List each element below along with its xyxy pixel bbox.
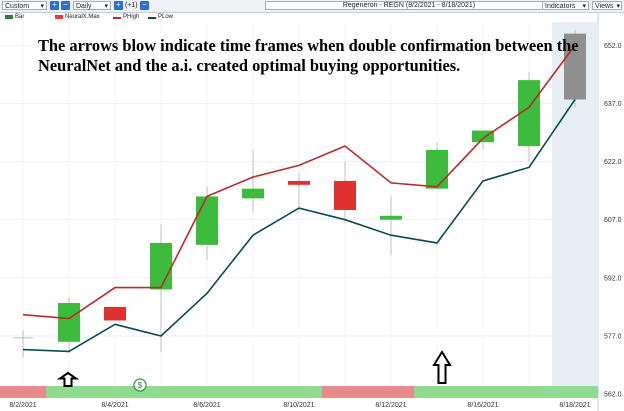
candle-body[interactable]: [150, 242, 172, 290]
prediction-lines: [22, 44, 576, 353]
minus-icon: −: [63, 0, 68, 9]
y-tick-label: 607.0: [604, 217, 622, 224]
chevron-down-icon: ▾: [582, 3, 586, 10]
chevron-down-icon: ▾: [616, 3, 620, 10]
buy-arrows: [56, 350, 452, 387]
y-tick-label: 577.0: [604, 333, 622, 340]
x-axis: 8/2/2021 8/4/2021 8/6/2021 8/10/2021 8/12/20…: [9, 402, 590, 409]
x-tick-label: 8/12/2021: [375, 402, 406, 409]
signal-band-segment: [46, 386, 92, 398]
annotation-text: The arrows blow indicate time frames whe…: [38, 36, 579, 75]
legend-swatch-bar: [5, 15, 13, 19]
y-axis: 562.0 577.0 592.0 607.0 622.0 637.0 652.0: [604, 43, 622, 399]
candle-body[interactable]: [104, 306, 126, 321]
legend-swatch-neuralx: [55, 15, 63, 19]
y-tick-label: 652.0: [604, 43, 622, 50]
chevron-down-icon: ▾: [40, 3, 44, 10]
toolbar: Custom ▾ + − Daily ▾ + (+1) − Regeneron …: [0, 0, 624, 13]
views-label: Views: [595, 3, 614, 10]
y-tick-label: 592.0: [604, 275, 622, 282]
indicators-menu[interactable]: Indicators ▾: [542, 1, 589, 10]
candle-body[interactable]: [426, 149, 448, 189]
x-tick-label: 8/6/2021: [193, 402, 220, 409]
preset-value: Custom: [5, 3, 30, 10]
legend-item-plow[interactable]: PLow: [158, 14, 174, 20]
offset-plus-button[interactable]: +: [114, 1, 123, 10]
signal-band-segment: [460, 386, 506, 398]
legend-swatch-plow: [148, 17, 156, 19]
signal-band-segment: [506, 386, 552, 398]
candle-body[interactable]: [288, 180, 310, 185]
candle-body[interactable]: [472, 130, 494, 143]
dollar-signal-icon[interactable]: $: [133, 378, 147, 392]
candle-body[interactable]: [242, 188, 264, 199]
zoom-out-button[interactable]: −: [61, 1, 70, 10]
signal-band: $: [0, 378, 598, 398]
buy-arrow-icon: [56, 371, 80, 387]
chevron-down-icon: ▾: [104, 3, 108, 10]
signal-band-segment: [368, 386, 414, 398]
x-tick-label: 8/4/2021: [101, 402, 128, 409]
legend: Bar NeuralX.Max PHigh PLow: [0, 12, 540, 22]
signal-band-segment: [138, 386, 184, 398]
plus-icon: +: [116, 0, 121, 9]
interval-select[interactable]: Daily ▾: [73, 1, 111, 10]
candle-body[interactable]: [58, 303, 80, 342]
signal-band-segment: [0, 386, 46, 398]
x-tick-label: 8/2/2021: [9, 402, 36, 409]
candle-body[interactable]: [564, 33, 586, 100]
signal-band-segment: [414, 386, 460, 398]
signal-band-segment: [184, 386, 230, 398]
candle-body[interactable]: [334, 180, 356, 210]
offset-minus-button[interactable]: −: [140, 1, 149, 10]
chart-title[interactable]: Regeneron - REGN (8/2/2021 - 8/18/2021): [265, 1, 553, 10]
views-menu[interactable]: Views ▾: [592, 1, 622, 10]
y-tick-label: 637.0: [604, 101, 622, 108]
interval-value: Daily: [76, 3, 92, 10]
chart-title-text: Regeneron - REGN (8/2/2021 - 8/18/2021): [342, 2, 476, 9]
legend-item-phigh[interactable]: PHigh: [123, 14, 140, 20]
legend-swatch-phigh: [113, 17, 121, 19]
candles: [13, 29, 586, 358]
offset-label: (+1): [125, 2, 138, 9]
series-line-plow: [22, 99, 576, 353]
minus-icon: −: [142, 0, 147, 9]
x-tick-label: 8/10/2021: [283, 402, 314, 409]
x-tick-label: 8/16/2021: [467, 402, 498, 409]
buy-arrow-icon: [432, 350, 452, 384]
legend-item-bar[interactable]: Bar: [15, 14, 25, 20]
series-line-phigh: [22, 44, 576, 320]
zoom-in-button[interactable]: +: [50, 1, 59, 10]
candle-body[interactable]: [518, 80, 540, 147]
signal-band-segment: [230, 386, 276, 398]
dollar-signal-circle: [133, 378, 147, 392]
x-tick-label: 8/18/2021: [559, 402, 590, 409]
indicators-label: Indicators: [545, 3, 576, 10]
legend-item-neuralx[interactable]: NeuralX.Max: [65, 14, 100, 20]
plus-icon: +: [52, 0, 57, 9]
y-tick-label: 622.0: [604, 159, 622, 166]
signal-band-segment: [322, 386, 368, 398]
y-tick-label: 562.0: [604, 392, 622, 399]
dollar-signal-label: $: [138, 381, 143, 390]
candle-body[interactable]: [380, 215, 402, 220]
signal-band-segment: [276, 386, 322, 398]
preset-select[interactable]: Custom ▾: [2, 1, 47, 10]
candle-body[interactable]: [196, 196, 218, 245]
signal-band-segment: [552, 386, 598, 398]
signal-band-segment: [92, 386, 138, 398]
